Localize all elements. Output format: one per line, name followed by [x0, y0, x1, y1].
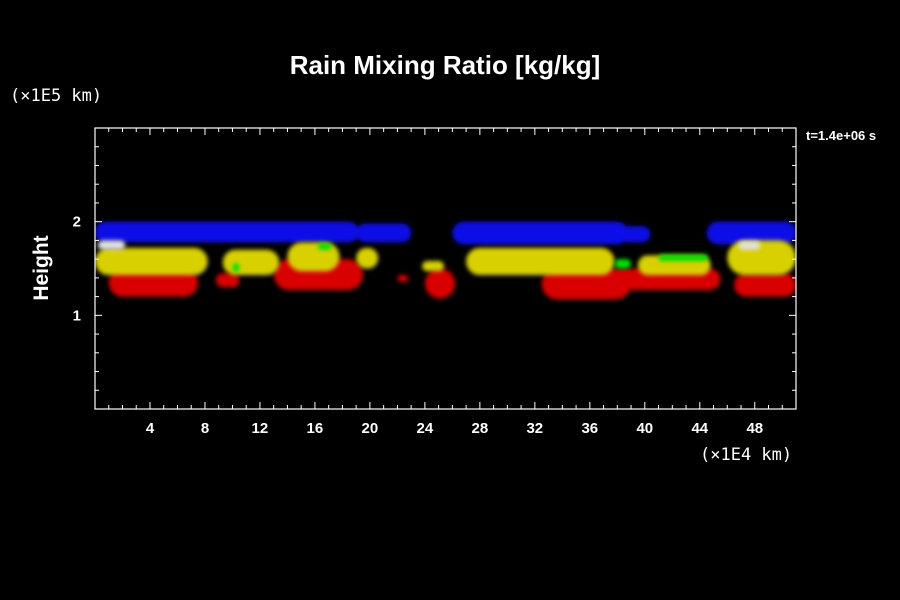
field-layer-green	[232, 243, 708, 273]
field-blob-yellow	[222, 249, 280, 276]
field-blob-green	[232, 262, 240, 273]
field-blob-white	[738, 241, 761, 250]
field-blob-green	[317, 243, 332, 250]
field-blob-yellow	[95, 247, 208, 276]
field-blob-green	[614, 259, 632, 269]
field-blob-red	[734, 273, 796, 297]
x-tick-label: 16	[307, 420, 324, 437]
x-tick-label: 4	[146, 420, 155, 437]
field-blob-yellow	[356, 247, 379, 269]
plot-frame	[94, 127, 797, 410]
y-tick-label: 2	[73, 214, 81, 231]
field-blob-blue	[452, 221, 629, 245]
field-blob-yellow	[466, 247, 615, 276]
field-blob-blue	[706, 221, 796, 245]
rain-field	[95, 221, 796, 300]
x-unit-label: (×1E4 km)	[700, 445, 792, 465]
field-blob-red	[397, 275, 409, 282]
field-layer-blue	[95, 221, 796, 245]
x-tick-label: 40	[636, 420, 653, 437]
field-blob-yellow	[422, 261, 445, 272]
field-blob-blue	[356, 223, 412, 243]
field-blob-red	[424, 268, 456, 299]
field-blob-yellow	[287, 242, 340, 272]
field-blob-white	[97, 240, 126, 250]
x-tick-label: 8	[201, 420, 209, 437]
chart-title: Rain Mixing Ratio [kg/kg]	[290, 50, 601, 80]
field-blob-red	[541, 268, 631, 300]
field-layer-white	[97, 240, 761, 250]
field-blob-red	[216, 273, 240, 288]
x-tick-label: 24	[417, 420, 434, 437]
field-blob-red	[108, 268, 198, 297]
x-tick-label: 32	[526, 420, 543, 437]
x-tick-label: 48	[746, 420, 763, 437]
x-tick-label: 12	[252, 420, 269, 437]
time-label: t=1.4e+06 s	[806, 128, 876, 143]
field-blob-blue	[95, 221, 359, 243]
x-tick-label: 28	[472, 420, 489, 437]
x-tick-label: 20	[362, 420, 379, 437]
y-tick-label: 1	[73, 307, 81, 324]
field-blob-yellow	[727, 240, 796, 276]
field-layer-red	[108, 259, 796, 300]
x-tick-label: 44	[691, 420, 708, 437]
field-blob-green	[658, 254, 708, 262]
field-blob-blue	[620, 226, 651, 243]
y-axis-label: Height	[30, 235, 53, 300]
x-tick-label: 36	[581, 420, 598, 437]
y-unit-label: (×1E5 km)	[10, 86, 102, 106]
